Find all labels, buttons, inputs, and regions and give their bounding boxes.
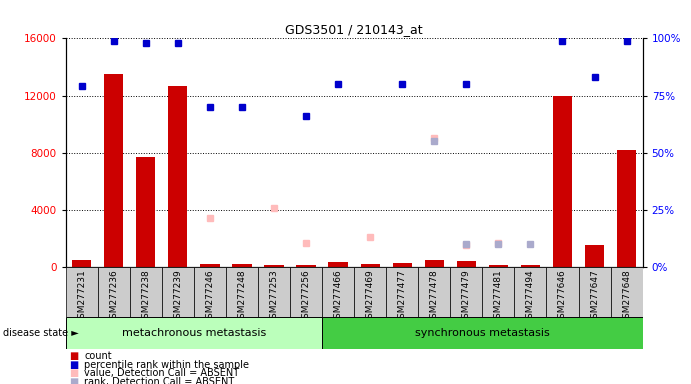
Text: percentile rank within the sample: percentile rank within the sample xyxy=(84,360,249,370)
Bar xyxy=(66,267,97,317)
Text: GSM277238: GSM277238 xyxy=(141,270,150,324)
Bar xyxy=(425,260,444,267)
Bar xyxy=(265,265,283,267)
Bar xyxy=(72,260,91,267)
Bar xyxy=(482,267,514,317)
Bar xyxy=(553,96,572,267)
Bar xyxy=(296,265,316,267)
Bar xyxy=(514,267,547,317)
Bar xyxy=(361,264,380,267)
Bar xyxy=(354,267,386,317)
Text: GSM277646: GSM277646 xyxy=(558,270,567,324)
Text: value, Detection Call = ABSENT: value, Detection Call = ABSENT xyxy=(84,368,239,378)
Text: GSM277477: GSM277477 xyxy=(398,270,407,324)
Text: GSM277494: GSM277494 xyxy=(526,270,535,324)
Text: GSM277478: GSM277478 xyxy=(430,270,439,324)
Text: GSM277469: GSM277469 xyxy=(366,270,375,324)
Text: metachronous metastasis: metachronous metastasis xyxy=(122,328,266,338)
Bar xyxy=(521,265,540,267)
Text: synchronous metastasis: synchronous metastasis xyxy=(415,328,550,338)
Bar xyxy=(258,267,290,317)
Bar xyxy=(547,267,578,317)
Text: GSM277479: GSM277479 xyxy=(462,270,471,324)
Bar xyxy=(104,74,123,267)
Text: ■: ■ xyxy=(69,351,78,361)
Bar xyxy=(457,261,476,267)
Bar xyxy=(290,267,322,317)
Bar xyxy=(418,267,451,317)
Bar xyxy=(136,157,155,267)
Text: GSM277248: GSM277248 xyxy=(238,270,247,324)
Text: ■: ■ xyxy=(69,360,78,370)
Bar xyxy=(194,267,226,317)
Text: GSM277647: GSM277647 xyxy=(590,270,599,324)
Text: GSM277239: GSM277239 xyxy=(173,270,182,324)
Text: GSM277466: GSM277466 xyxy=(334,270,343,324)
Title: GDS3501 / 210143_at: GDS3501 / 210143_at xyxy=(285,23,423,36)
Text: ■: ■ xyxy=(69,368,78,378)
Bar xyxy=(226,267,258,317)
Text: disease state ►: disease state ► xyxy=(3,328,79,338)
Text: GSM277231: GSM277231 xyxy=(77,270,86,324)
Text: GSM277246: GSM277246 xyxy=(205,270,214,324)
Text: GSM277481: GSM277481 xyxy=(494,270,503,324)
Text: GSM277648: GSM277648 xyxy=(622,270,631,324)
Bar xyxy=(130,267,162,317)
Bar xyxy=(611,267,643,317)
Text: GSM277256: GSM277256 xyxy=(301,270,310,324)
Bar xyxy=(585,245,604,267)
Bar xyxy=(578,267,611,317)
Text: ■: ■ xyxy=(69,377,78,384)
Bar xyxy=(322,267,354,317)
Bar xyxy=(451,267,482,317)
Bar xyxy=(66,317,322,349)
Bar xyxy=(386,267,418,317)
Bar xyxy=(328,262,348,267)
Bar xyxy=(162,267,194,317)
Bar xyxy=(489,265,508,267)
Bar xyxy=(200,264,220,267)
Bar xyxy=(232,264,252,267)
Bar xyxy=(97,267,130,317)
Text: GSM277236: GSM277236 xyxy=(109,270,118,324)
Text: GSM277253: GSM277253 xyxy=(269,270,278,324)
Text: count: count xyxy=(84,351,112,361)
Bar xyxy=(168,86,187,267)
Text: rank, Detection Call = ABSENT: rank, Detection Call = ABSENT xyxy=(84,377,234,384)
Bar xyxy=(322,317,643,349)
Bar xyxy=(392,263,412,267)
Bar xyxy=(617,150,636,267)
